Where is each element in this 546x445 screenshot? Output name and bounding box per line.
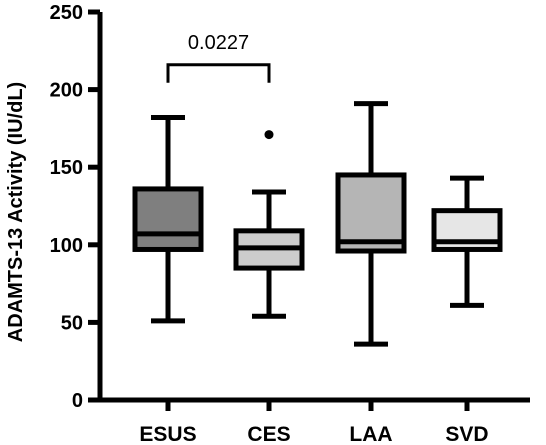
box-series (132, 101, 503, 347)
x-tick-label: ESUS (139, 423, 196, 445)
x-tick-label: SVD (445, 423, 488, 445)
y-tick-label: 0 (72, 390, 83, 412)
y-tick-label: 200 (50, 80, 83, 102)
box-ces (233, 130, 305, 319)
box-esus (132, 115, 204, 324)
outlier-point (264, 130, 274, 140)
iqr-box (132, 186, 204, 252)
y-tick-label: 250 (50, 2, 83, 24)
p-value-label: 0.0227 (188, 32, 249, 54)
y-axis: 0 50 100 150 200 250 (50, 2, 103, 412)
bracket-line (166, 63, 271, 83)
iqr-box (335, 172, 407, 254)
significance-bracket: 0.0227 (166, 32, 271, 83)
y-tick-label: 50 (61, 312, 83, 334)
box-svd (431, 175, 503, 308)
x-tick-label: CES (247, 423, 290, 445)
x-axis: ESUS CES LAA SVD (97, 397, 530, 445)
y-tick-label: 100 (50, 235, 83, 257)
box-laa (335, 101, 407, 347)
x-tick-label: LAA (349, 423, 392, 445)
y-axis-title: ADAMTS-13 Activity (IU/dL) (5, 82, 27, 342)
annotations: 0.0227 (166, 32, 271, 83)
iqr-box (431, 208, 503, 252)
y-tick-label: 150 (50, 157, 83, 179)
